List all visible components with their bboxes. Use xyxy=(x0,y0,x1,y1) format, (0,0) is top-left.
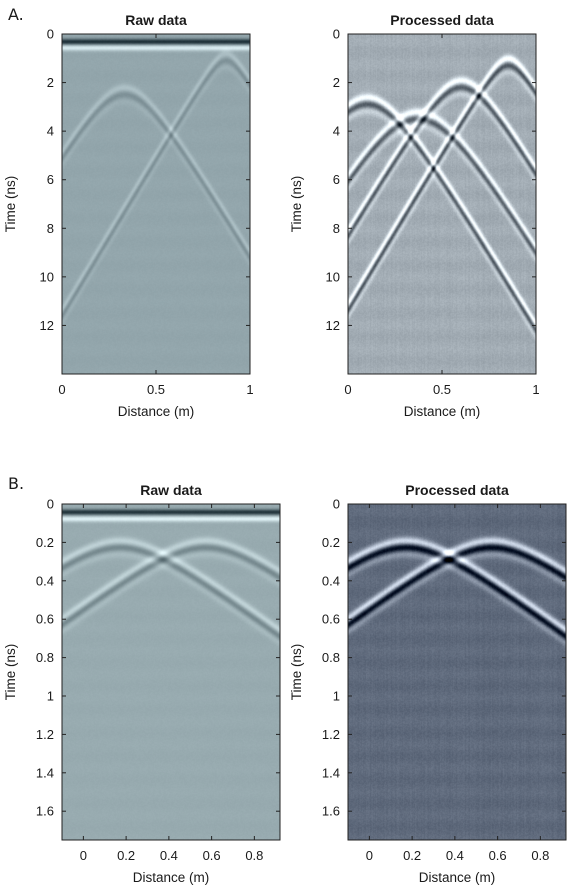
y-ticks: 0 0.2 0.4 0.6 0.8 1 1.2 1.4 1.6 xyxy=(322,497,566,819)
y-tick-label: 2 xyxy=(47,75,54,90)
x-tick-label: 0.6 xyxy=(203,848,221,863)
y-tick-label: 1.6 xyxy=(36,804,54,819)
y-tick-label: 0.8 xyxy=(322,650,340,665)
x-ticks: 0 0.5 1 xyxy=(344,34,540,397)
x-axis-label: Distance (m) xyxy=(404,404,481,419)
y-tick-label: 8 xyxy=(47,221,54,236)
y-tick-label: 10 xyxy=(40,269,54,284)
x-tick-label: 0 xyxy=(344,382,351,397)
x-axis-label: Distance (m) xyxy=(133,870,210,885)
x-ticks: 0 0.2 0.4 0.6 0.8 xyxy=(80,504,263,863)
y-tick-label: 1 xyxy=(47,689,54,704)
x-tick-label: 0.8 xyxy=(531,848,549,863)
y-tick-label: 1 xyxy=(333,689,340,704)
y-tick-label: 0.4 xyxy=(36,573,54,588)
heatmap-image xyxy=(62,504,280,840)
plot-frame xyxy=(61,503,281,841)
y-tick-label: 2 xyxy=(333,75,340,90)
y-axis-label: Time (ns) xyxy=(289,644,304,701)
y-tick-label: 0.8 xyxy=(36,650,54,665)
y-ticks: 0 2 4 6 8 10 12 xyxy=(40,27,250,333)
x-tick-label: 0.2 xyxy=(403,848,421,863)
y-tick-label: 0.6 xyxy=(36,612,54,627)
y-axis-label: Time (ns) xyxy=(3,176,18,233)
gpr-radargram xyxy=(348,34,536,374)
x-tick-label: 0.4 xyxy=(446,848,464,863)
heatmap-image xyxy=(62,34,250,374)
y-tick-label: 0.2 xyxy=(322,535,340,550)
panel-label-b: B. xyxy=(8,474,24,493)
y-tick-label: 0 xyxy=(47,27,54,42)
y-tick-label: 12 xyxy=(326,318,340,333)
y-tick-label: 6 xyxy=(47,172,54,187)
y-tick-label: 0 xyxy=(47,497,54,512)
chart-title: Processed data xyxy=(405,482,509,498)
x-tick-label: 0 xyxy=(80,848,87,863)
y-tick-label: 4 xyxy=(47,124,54,139)
y-axis-label: Time (ns) xyxy=(3,644,18,701)
x-tick-label: 0.6 xyxy=(489,848,507,863)
x-tick-label: 0.2 xyxy=(117,848,135,863)
y-tick-label: 10 xyxy=(326,269,340,284)
gpr-radargram xyxy=(62,504,280,840)
x-axis-label: Distance (m) xyxy=(118,404,195,419)
panel-b-processed: Processed data 0 0.2 0.4 0.6 0.8 00.20.40.60… xyxy=(289,482,567,885)
x-tick-label: 0.5 xyxy=(147,382,165,397)
y-tick-label: 1.2 xyxy=(322,727,340,742)
chart-title: Raw data xyxy=(140,482,202,498)
y-tick-label: 1.6 xyxy=(322,804,340,819)
x-tick-label: 0 xyxy=(58,382,65,397)
y-tick-label: 1.4 xyxy=(36,765,54,780)
y-tick-label: 1.4 xyxy=(322,765,340,780)
y-ticks: 0 0.2 0.4 0.6 0.8 1 1.2 1.4 1.6 xyxy=(36,497,280,819)
x-ticks: 0 0.5 1 xyxy=(58,34,254,397)
x-tick-label: 0 xyxy=(366,848,373,863)
x-tick-label: 0.4 xyxy=(160,848,178,863)
y-tick-label: 0 xyxy=(333,497,340,512)
y-tick-label: 8 xyxy=(333,221,340,236)
x-tick-label: 0.8 xyxy=(245,848,263,863)
y-tick-label: 0.6 xyxy=(322,612,340,627)
chart-title: Raw data xyxy=(125,12,187,28)
panel-b-raw: B. Raw data 0 0.2 0.4 0.6 0.8 0 0.2 0.4 0.6 0.8 1… xyxy=(3,474,281,885)
y-ticks: 0 2 4 6 8 10 12 xyxy=(326,27,536,333)
chart-title: Processed data xyxy=(390,12,494,28)
y-axis-label: Time (ns) xyxy=(289,176,304,233)
x-axis-label: Distance (m) xyxy=(419,870,496,885)
x-tick-label: 1 xyxy=(532,382,539,397)
y-tick-label: 1.2 xyxy=(36,727,54,742)
x-tick-label: 1 xyxy=(246,382,253,397)
heatmap-image xyxy=(348,34,536,374)
gpr-radargram xyxy=(348,504,566,840)
x-ticks: 0 0.2 0.4 0.6 0.8 xyxy=(366,504,549,863)
y-tick-label: 0 xyxy=(333,27,340,42)
y-tick-label: 0.2 xyxy=(36,535,54,550)
y-tick-label: 4 xyxy=(333,124,340,139)
y-tick-label: 0.4 xyxy=(322,573,340,588)
heatmap-image xyxy=(348,504,566,840)
gpr-radargram xyxy=(62,34,250,374)
y-tick-label: 12 xyxy=(40,318,54,333)
x-tick-label: 0.5 xyxy=(433,382,451,397)
panel-label-a: A. xyxy=(8,5,24,24)
y-tick-label: 6 xyxy=(333,172,340,187)
plot-frame xyxy=(347,503,567,841)
